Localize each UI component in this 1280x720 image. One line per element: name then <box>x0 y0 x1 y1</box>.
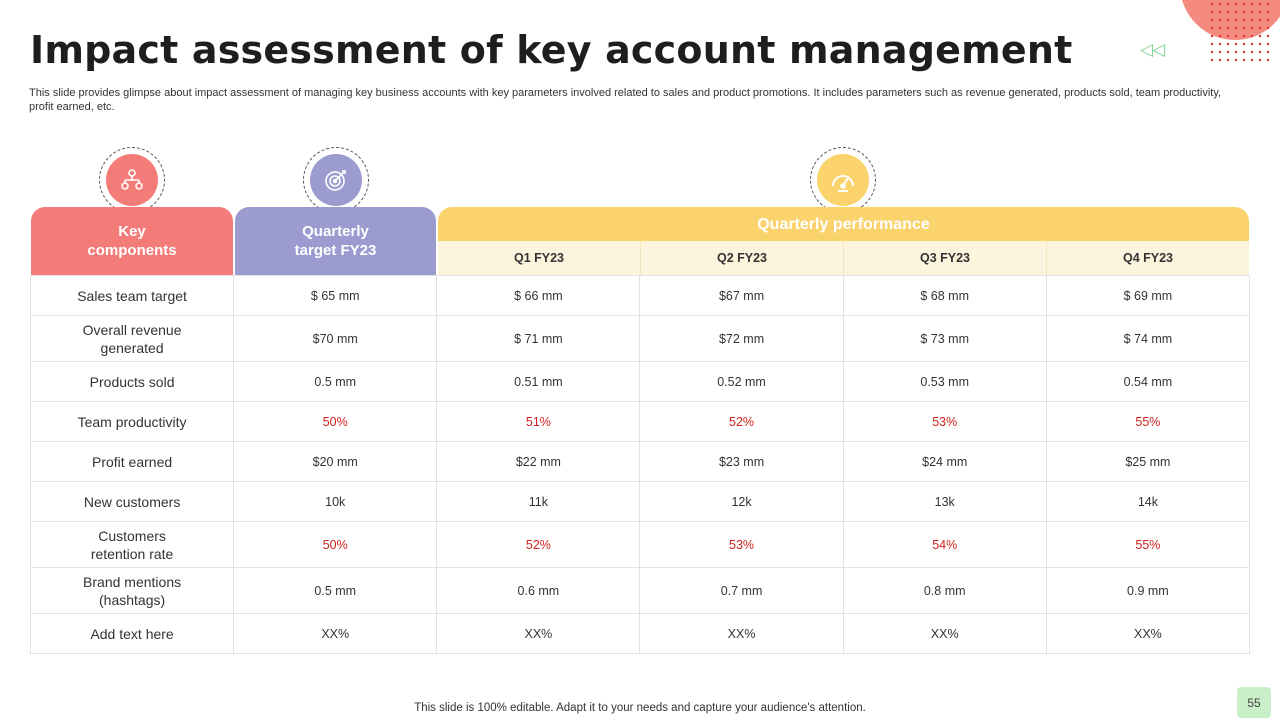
q2-cell: $67 mm <box>639 275 844 316</box>
slide-description: This slide provides glimpse about impact… <box>29 87 1222 113</box>
table-row: Add text here XX% XX% XX% XX% XX% <box>29 613 1251 654</box>
table-row: Sales team target $ 65 mm $ 66 mm $67 mm… <box>29 275 1251 316</box>
q3-cell: 54% <box>842 521 1047 568</box>
row-label-text: Overall revenue generated <box>82 321 182 356</box>
header-key-components: Key components <box>31 207 233 275</box>
target-cell: 10k <box>233 481 438 522</box>
q1-cell: 51% <box>436 401 641 442</box>
q3-cell: 0.53 mm <box>842 361 1047 402</box>
quarter-header-q1: Q1 FY23 <box>438 241 641 275</box>
q2-cell: 12k <box>639 481 844 522</box>
q2-cell: 0.52 mm <box>639 361 844 402</box>
row-label: Customers retention rate <box>29 521 235 568</box>
quarter-header-q3: Q3 FY23 <box>844 241 1047 275</box>
page-title: Impact assessment of key account managem… <box>30 28 1073 72</box>
q1-cell: $ 66 mm <box>436 275 641 316</box>
q1-cell: 11k <box>436 481 641 522</box>
q1-cell: 52% <box>436 521 641 568</box>
target-cell: 50% <box>233 521 438 568</box>
row-label: Products sold <box>29 361 235 402</box>
q3-cell: $24 mm <box>842 441 1047 482</box>
q3-cell: 53% <box>842 401 1047 442</box>
target-cell: 50% <box>233 401 438 442</box>
q2-cell: XX% <box>639 613 844 654</box>
q2-cell: $23 mm <box>639 441 844 482</box>
table-row: Brand mentions (hashtags) 0.5 mm 0.6 mm … <box>29 567 1251 614</box>
target-icon <box>303 147 369 213</box>
row-label-text: Customers retention rate <box>90 527 174 562</box>
q1-cell: $ 71 mm <box>436 315 641 362</box>
header-key-components-label: Key components <box>87 223 177 259</box>
q2-cell: $72 mm <box>639 315 844 362</box>
target-cell: $70 mm <box>233 315 438 362</box>
target-cell: $20 mm <box>233 441 438 482</box>
q2-cell: 52% <box>639 401 844 442</box>
q4-cell: 0.9 mm <box>1045 567 1251 614</box>
row-label: Overall revenue generated <box>29 315 235 362</box>
header-quarterly-target: Quarterly target FY23 <box>235 207 436 275</box>
table-row: Team productivity 50% 51% 52% 53% 55% <box>29 401 1251 442</box>
header-quarterly-target-label: Quarterly target FY23 <box>294 223 377 259</box>
q1-cell: $22 mm <box>436 441 641 482</box>
page-number: 55 <box>1237 687 1271 718</box>
org-chart-icon <box>99 147 165 213</box>
table-row: Products sold 0.5 mm 0.51 mm 0.52 mm 0.5… <box>29 361 1251 402</box>
speedometer-icon <box>810 147 876 213</box>
q1-cell: 0.51 mm <box>436 361 641 402</box>
footer-note: This slide is 100% editable. Adapt it to… <box>414 702 866 714</box>
header-quarterly-performance: Quarterly performance <box>438 207 1249 241</box>
row-label: Brand mentions (hashtags) <box>29 567 235 614</box>
q4-cell: $ 74 mm <box>1045 315 1251 362</box>
q2-cell: 0.7 mm <box>639 567 844 614</box>
quarter-header-row: Q1 FY23 Q2 FY23 Q3 FY23 Q4 FY23 <box>438 241 1249 275</box>
q1-cell: 0.6 mm <box>436 567 641 614</box>
q1-cell: XX% <box>436 613 641 654</box>
target-cell: 0.5 mm <box>233 567 438 614</box>
q3-cell: 0.8 mm <box>842 567 1047 614</box>
q3-cell: XX% <box>842 613 1047 654</box>
table-row: Profit earned $20 mm $22 mm $23 mm $24 m… <box>29 441 1251 482</box>
target-cell: XX% <box>233 613 438 654</box>
q3-cell: $ 73 mm <box>842 315 1047 362</box>
q4-cell: 14k <box>1045 481 1251 522</box>
impact-table: Sales team target $ 65 mm $ 66 mm $67 mm… <box>29 275 1251 654</box>
quarter-header-q2: Q2 FY23 <box>641 241 844 275</box>
row-label: Profit earned <box>29 441 235 482</box>
q4-cell: 55% <box>1045 401 1251 442</box>
table-row: Customers retention rate 50% 52% 53% 54%… <box>29 521 1251 568</box>
q4-cell: 0.54 mm <box>1045 361 1251 402</box>
target-cell: $ 65 mm <box>233 275 438 316</box>
table-row: Overall revenue generated $70 mm $ 71 mm… <box>29 315 1251 362</box>
dot-pattern <box>1208 0 1274 66</box>
double-left-arrow-icon: ◁◁ <box>1140 40 1165 59</box>
q3-cell: 13k <box>842 481 1047 522</box>
header-quarterly-performance-label: Quarterly performance <box>757 215 930 233</box>
q3-cell: $ 68 mm <box>842 275 1047 316</box>
q4-cell: XX% <box>1045 613 1251 654</box>
q2-cell: 53% <box>639 521 844 568</box>
row-label: New customers <box>29 481 235 522</box>
table-row: New customers 10k 11k 12k 13k 14k <box>29 481 1251 522</box>
q4-cell: 55% <box>1045 521 1251 568</box>
row-label-text: Brand mentions (hashtags) <box>83 573 182 608</box>
row-label: Sales team target <box>29 275 235 316</box>
q4-cell: $25 mm <box>1045 441 1251 482</box>
row-label: Team productivity <box>29 401 235 442</box>
quarter-header-q4: Q4 FY23 <box>1122 251 1174 265</box>
q4-cell: $ 69 mm <box>1045 275 1251 316</box>
row-label: Add text here <box>29 613 235 654</box>
target-cell: 0.5 mm <box>233 361 438 402</box>
